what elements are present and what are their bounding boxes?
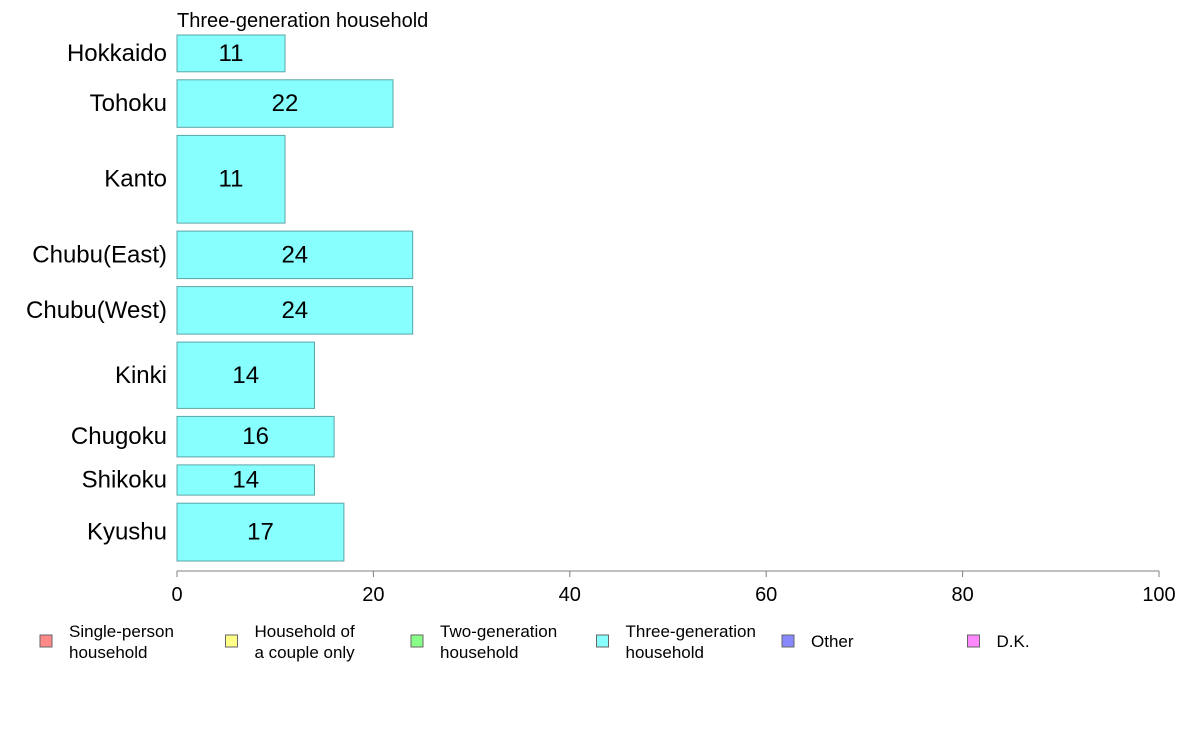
legend-label: Single-person	[69, 622, 174, 641]
x-tick-label: 40	[559, 584, 581, 606]
legend-label: Two-generation	[440, 622, 557, 641]
data-label: 24	[281, 241, 308, 268]
legend-swatch	[225, 634, 238, 648]
x-tick-label: 100	[1142, 584, 1175, 606]
category-label: Chugoku	[71, 423, 167, 450]
legend-swatch	[596, 634, 609, 648]
data-label: 17	[247, 519, 274, 546]
bar-kanto	[176, 134, 286, 224]
legend-label: D.K.	[997, 632, 1030, 651]
category-label: Chubu(West)	[26, 297, 167, 324]
bar-kinki	[176, 341, 315, 409]
bar-shikoku	[176, 464, 315, 496]
legend-label: Other	[811, 632, 854, 651]
legend-label: household	[69, 643, 147, 662]
legend-label: household	[440, 643, 518, 662]
legend-swatch	[39, 634, 53, 648]
x-tick-label: 0	[171, 584, 182, 606]
bar-kyushu	[176, 502, 345, 562]
legend-label: household	[626, 643, 704, 662]
bars-group: Hokkaido 11 Tohoku 22 Kanto 11 Chubu(East) 24 Ch…	[26, 34, 414, 562]
bar-chugoku	[176, 415, 335, 458]
data-label: 14	[232, 362, 259, 389]
category-label: Kyushu	[87, 519, 167, 546]
legend-label: a couple only	[255, 643, 356, 662]
data-label: 14	[232, 467, 259, 494]
x-tick-label: 60	[755, 584, 777, 606]
legend-swatch	[781, 634, 795, 648]
x-tick-label: 80	[951, 584, 973, 606]
data-label: 11	[219, 166, 244, 193]
legend-swatch	[967, 634, 980, 648]
category-label: Kanto	[104, 166, 167, 193]
legend: Single-person household Household of a coup…	[39, 622, 1030, 662]
category-label: Kinki	[115, 362, 167, 389]
legend-label: Three-generation	[626, 622, 756, 641]
bar-chubu-east-	[176, 230, 414, 280]
x-tick-label: 20	[362, 584, 384, 606]
chart-title: Three-generation household	[177, 10, 428, 32]
category-label: Shikoku	[82, 467, 167, 494]
data-label: 22	[272, 90, 299, 117]
category-label: Chubu(East)	[32, 241, 167, 268]
x-axis: 0 20 40 60 80 100	[171, 570, 1176, 606]
bar-chubu-west-	[176, 286, 414, 335]
category-label: Tohoku	[90, 90, 167, 117]
data-label: 16	[242, 423, 269, 450]
data-label: 11	[219, 40, 244, 67]
legend-label: Household of	[255, 622, 355, 641]
bar-tohoku	[176, 79, 394, 128]
bar-hokkaido	[176, 34, 286, 73]
category-label: Hokkaido	[67, 40, 167, 67]
legend-swatch	[410, 634, 424, 648]
data-label: 24	[281, 297, 308, 324]
